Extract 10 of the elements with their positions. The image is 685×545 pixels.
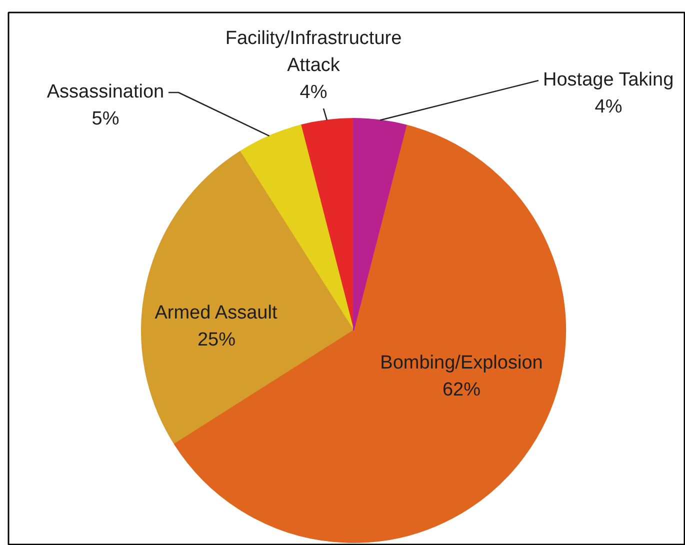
slice-label: Hostage Taking: [543, 70, 674, 90]
data-label: 4%: [594, 96, 622, 118]
data-label: 4%: [300, 82, 328, 103]
slice-label: Facility/Infrastructure Attack: [225, 28, 402, 76]
data-label: 62%: [442, 380, 481, 400]
slice-label: Assassination: [46, 82, 164, 102]
data-label: 25%: [197, 330, 236, 350]
slice-label: Armed Assault: [154, 302, 278, 324]
slice-label: Bombing/Explosion: [380, 352, 543, 374]
data-label: 5%: [92, 108, 120, 130]
